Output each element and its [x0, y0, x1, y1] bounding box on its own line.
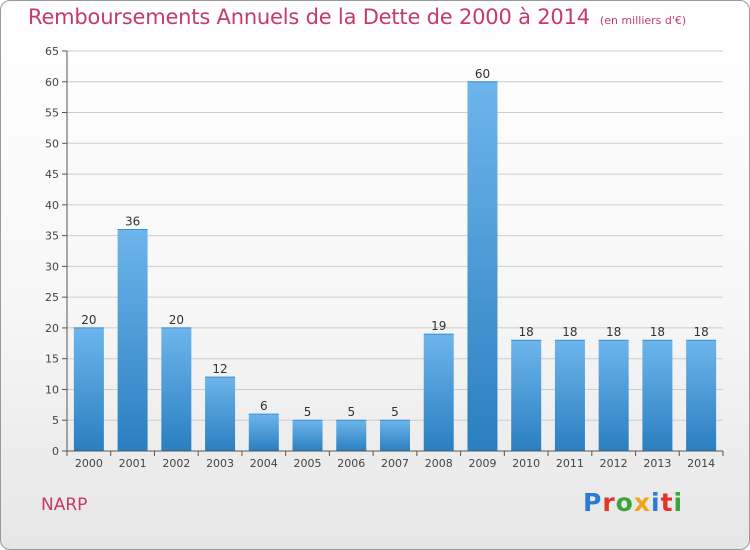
logo-letter: r [602, 488, 616, 517]
logo-letter: P [583, 488, 603, 517]
x-tick-label: 2002 [162, 457, 190, 470]
data-label: 6 [260, 399, 268, 413]
town-name: NARP [41, 495, 88, 515]
y-tick-label: 35 [45, 230, 59, 243]
bar [467, 81, 498, 452]
data-label: 20 [169, 313, 184, 327]
y-tick-label: 60 [45, 76, 59, 89]
data-label: 19 [431, 319, 446, 333]
y-tick-label: 0 [52, 445, 59, 458]
y-tick-label: 20 [45, 322, 59, 335]
title-text: Remboursements Annuels de la Dette de 20… [28, 5, 590, 29]
x-tick-label: 2005 [294, 457, 322, 470]
data-label: 5 [391, 405, 399, 419]
x-tick-label: 2009 [468, 457, 496, 470]
logo-letter: x [633, 488, 651, 517]
data-label: 18 [693, 325, 708, 339]
bar [205, 377, 236, 451]
x-tick-label: 2003 [206, 457, 234, 470]
x-tick-label: 2004 [250, 457, 278, 470]
x-tick-label: 2000 [75, 457, 103, 470]
x-tick-label: 2014 [687, 457, 715, 470]
logo-letter: o [615, 488, 634, 517]
x-tick-label: 2013 [643, 457, 671, 470]
title-unit: (en milliers d'€) [599, 14, 687, 27]
y-tick-label: 5 [52, 414, 59, 427]
data-label: 60 [475, 67, 490, 81]
bar [598, 340, 629, 451]
x-tick-label: 2010 [512, 457, 540, 470]
data-label: 18 [606, 325, 621, 339]
y-tick-label: 30 [45, 260, 59, 273]
proxiti-logo[interactable]: Proxiti [583, 488, 683, 517]
data-label: 18 [650, 325, 665, 339]
y-tick-label: 45 [45, 168, 59, 181]
logo-letter: i [651, 488, 661, 517]
data-label: 12 [212, 362, 227, 376]
x-tick-label: 2012 [600, 457, 628, 470]
bar [117, 229, 148, 451]
x-tick-label: 2001 [119, 457, 147, 470]
y-tick-label: 10 [45, 383, 59, 396]
bar [336, 420, 367, 451]
data-label: 20 [81, 313, 96, 327]
x-tick-label: 2006 [337, 457, 365, 470]
data-label: 18 [562, 325, 577, 339]
bar [554, 340, 585, 451]
logo-letter: i [673, 488, 684, 517]
x-tick-label: 2011 [556, 457, 584, 470]
bar [292, 420, 323, 451]
y-tick-label: 40 [45, 199, 59, 212]
bar [642, 340, 673, 451]
data-label: 18 [519, 325, 534, 339]
data-label: 5 [347, 405, 355, 419]
bar [511, 340, 542, 451]
y-tick-label: 50 [45, 137, 59, 150]
bar [686, 340, 717, 451]
bar [161, 327, 192, 451]
y-tick-label: 15 [45, 353, 59, 366]
x-tick-label: 2007 [381, 457, 409, 470]
y-tick-label: 55 [45, 107, 59, 120]
bar [423, 334, 454, 451]
chart-title: Remboursements Annuels de la Dette de 20… [28, 5, 686, 29]
y-tick-label: 25 [45, 291, 59, 304]
y-tick-label: 65 [45, 45, 59, 58]
data-label: 36 [125, 214, 140, 228]
bar [380, 420, 410, 451]
x-tick-label: 2008 [425, 457, 453, 470]
bar [248, 414, 279, 451]
data-label: 5 [304, 405, 312, 419]
bars: 20 36 20 12 6 5 5 5 19 60 18 18 18 18 18 [73, 67, 717, 452]
logo-letter: t [660, 488, 674, 517]
bar [73, 327, 104, 451]
